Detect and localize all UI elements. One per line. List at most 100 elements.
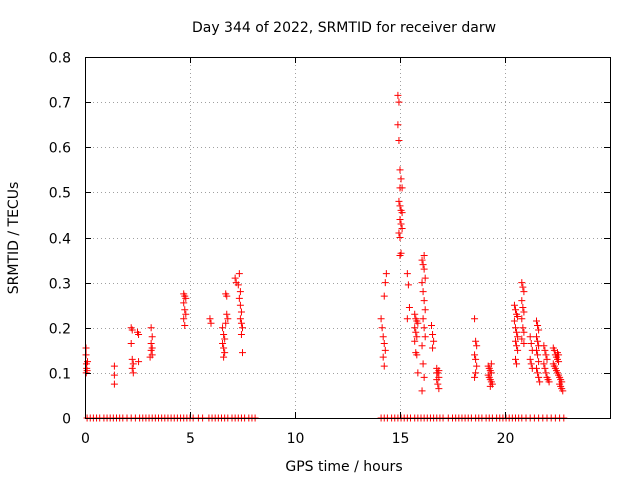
data-point — [540, 342, 548, 350]
data-point — [419, 360, 427, 368]
y-tick-label: 0 — [62, 412, 71, 428]
data-point — [379, 353, 387, 361]
data-point — [418, 279, 426, 287]
data-point — [237, 319, 245, 327]
data-point — [536, 378, 544, 386]
data-point — [512, 306, 519, 314]
data-point — [555, 358, 563, 366]
data-point — [110, 362, 118, 370]
data-point — [518, 279, 526, 287]
data-point — [148, 333, 156, 341]
data-point — [231, 274, 239, 282]
data-point — [518, 315, 526, 323]
data-point — [180, 299, 188, 307]
data-point — [181, 306, 189, 314]
data-point — [527, 340, 535, 348]
data-point — [220, 353, 228, 361]
data-point — [472, 369, 480, 377]
data-point — [398, 224, 406, 232]
data-point — [394, 121, 402, 129]
data-point — [221, 335, 229, 343]
data-point — [396, 166, 404, 174]
data-point — [396, 252, 404, 260]
data-point — [224, 315, 232, 323]
data-point — [514, 312, 522, 320]
data-point — [412, 328, 420, 336]
data-point — [535, 326, 543, 334]
data-point — [419, 288, 427, 296]
data-point — [428, 321, 435, 329]
data-point — [411, 337, 419, 345]
data-point — [395, 136, 403, 144]
data-point — [394, 91, 402, 99]
y-tick-label: 0.2 — [49, 322, 71, 338]
data-point — [397, 175, 405, 183]
y-axis-title: SRMTID / TECUs — [6, 182, 22, 295]
x-axis: 0 5 10 15 20 — [81, 57, 514, 447]
data-point — [533, 346, 540, 354]
chart-title: Day 344 of 2022, SRMTID for receiver dar… — [192, 20, 496, 36]
x-tick-label: 10 — [287, 431, 305, 447]
x-axis-title: GPS time / hours — [285, 459, 402, 475]
data-point — [396, 234, 404, 241]
data-point — [519, 324, 527, 332]
data-point — [429, 331, 437, 339]
y-tick-label: 0.4 — [49, 232, 71, 248]
data-point — [219, 340, 227, 348]
data-point — [534, 369, 542, 377]
data-point — [380, 362, 388, 370]
data-point — [414, 369, 422, 377]
x-tick-label: 15 — [392, 431, 410, 447]
data-point — [395, 229, 403, 237]
data-point — [520, 308, 528, 316]
data-point — [235, 294, 243, 302]
data-point — [534, 337, 542, 345]
data-point — [396, 202, 404, 210]
data-point — [555, 351, 563, 359]
data-point — [421, 274, 429, 282]
data-point — [518, 297, 526, 305]
data-point — [135, 358, 143, 366]
data-point — [473, 362, 481, 370]
y-axis: 0 0.1 0.2 0.3 0.4 0.5 0.6 0.7 0.8 — [49, 51, 610, 428]
data-point — [414, 319, 422, 327]
data-point — [419, 261, 427, 269]
data-point — [128, 355, 136, 363]
data-point — [396, 215, 404, 223]
data-point — [404, 281, 412, 289]
data-point — [182, 310, 190, 318]
data-point — [239, 324, 246, 332]
data-point — [147, 346, 155, 354]
data-point — [540, 360, 548, 368]
data-point — [239, 349, 246, 357]
data-point — [420, 297, 428, 305]
x-tick-label: 0 — [81, 431, 90, 447]
data-point — [542, 369, 550, 377]
data-point — [418, 387, 426, 395]
data-point — [219, 324, 227, 332]
data-point — [421, 333, 429, 341]
data-point — [535, 373, 543, 381]
data-point — [518, 335, 526, 343]
data-point — [128, 326, 136, 334]
data-point — [411, 324, 419, 332]
data-point — [435, 367, 443, 375]
data-point — [234, 281, 242, 289]
data-point — [223, 310, 231, 318]
data-point — [418, 256, 426, 264]
data-point — [413, 333, 421, 341]
data-point — [542, 351, 550, 359]
data-point — [513, 328, 521, 336]
data-point — [533, 364, 540, 372]
y-tick-label: 0.5 — [49, 186, 71, 202]
data-point — [526, 333, 534, 341]
data-point — [110, 371, 118, 379]
data-point — [471, 315, 479, 323]
data-point — [403, 315, 411, 323]
data-point — [419, 315, 427, 323]
data-point — [472, 337, 480, 345]
data-point — [380, 340, 388, 348]
data-point — [129, 369, 137, 377]
data-point — [533, 333, 540, 341]
